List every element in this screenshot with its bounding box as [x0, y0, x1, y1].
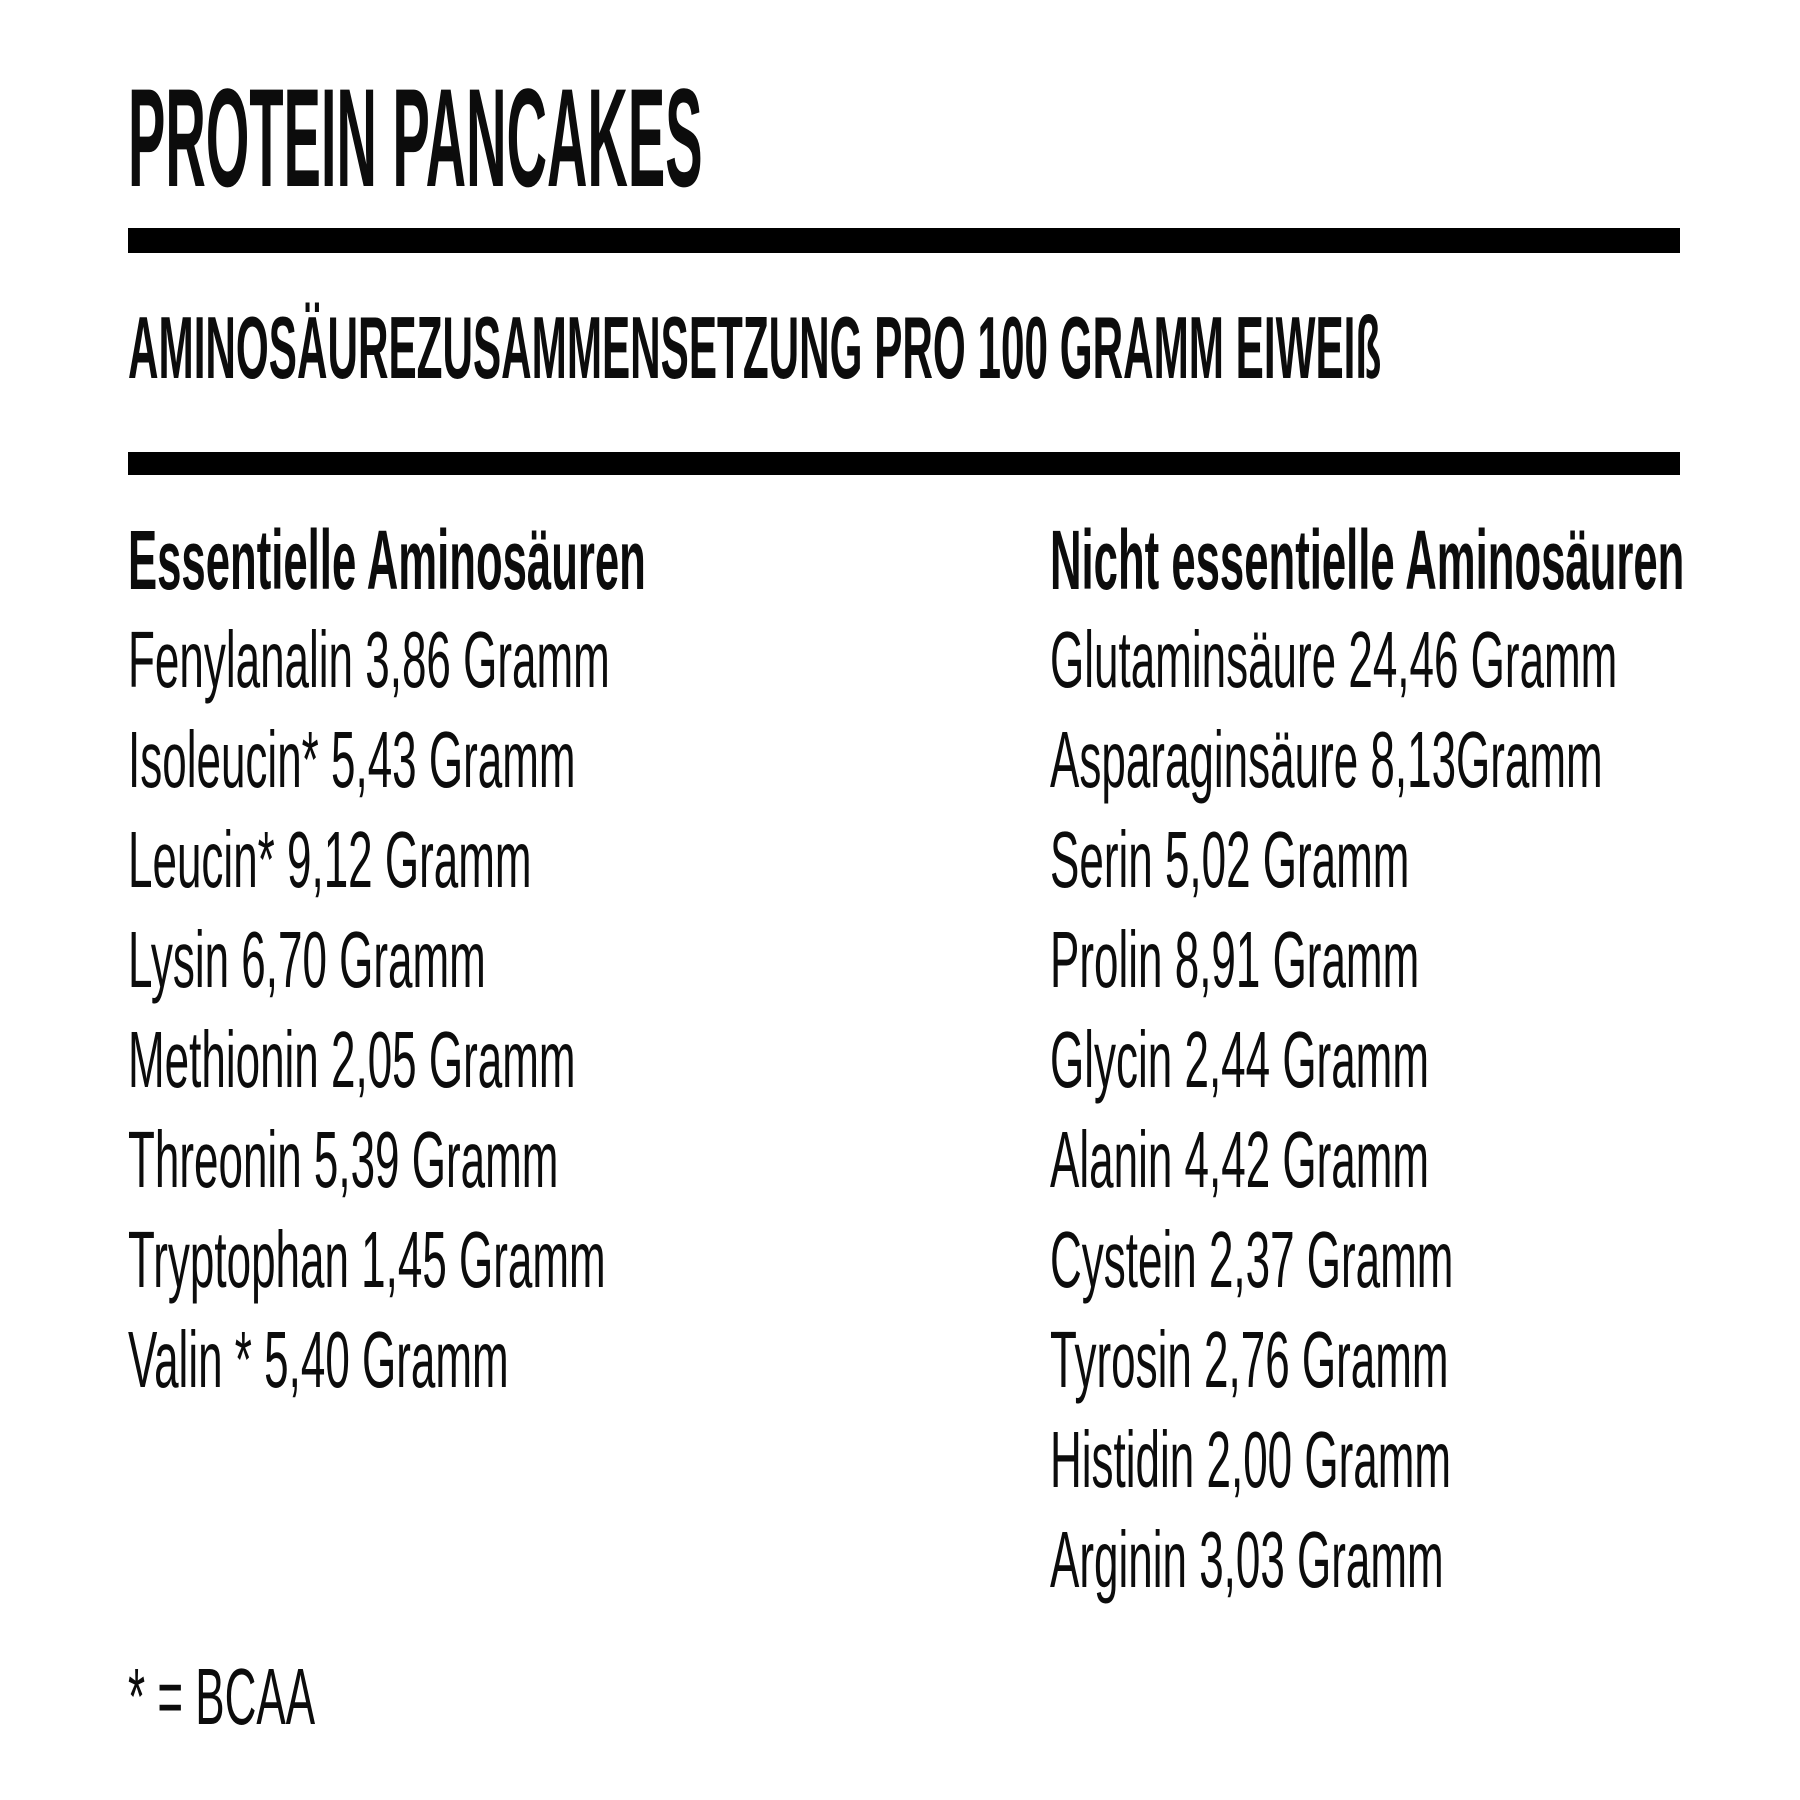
amino-acid-entry: Isoleucin* 5,43 Gramm: [128, 715, 576, 804]
list-item: Tyrosin 2,76 Gramm: [1050, 1310, 1800, 1410]
list-item: Methionin 2,05 Gramm: [128, 1010, 1124, 1110]
list-item: Glutaminsäure 24,46 Gramm: [1050, 610, 1800, 710]
amino-acid-entry: Tryptophan 1,45 Gramm: [128, 1215, 606, 1304]
list-item: Leucin* 9,12 Gramm: [128, 810, 1124, 910]
bcaa-footnote: * = BCAA: [128, 1652, 316, 1741]
list-item: Serin 5,02 Gramm: [1050, 810, 1800, 910]
amino-acid-entry: Methionin 2,05 Gramm: [128, 1015, 576, 1104]
amino-acid-entry: Asparaginsäure 8,13Gramm: [1050, 715, 1603, 804]
amino-acid-entry: Valin * 5,40 Gramm: [128, 1315, 509, 1404]
page-subtitle-row: AMINOSÄUREZUSAMMENSETZUNG PRO 100 GRAMM …: [128, 304, 1800, 392]
non-essential-amino-acids-column: Nicht essentielle Aminosäuren Glutaminsä…: [1050, 510, 1800, 1610]
column-header-row: Essentielle Aminosäuren: [128, 510, 1124, 610]
essential-column-header: Essentielle Aminosäuren: [128, 513, 646, 607]
list-item: Glycin 2,44 Gramm: [1050, 1010, 1800, 1110]
list-item: Arginin 3,03 Gramm: [1050, 1510, 1800, 1610]
amino-acid-entry: Prolin 8,91 Gramm: [1050, 915, 1420, 1004]
page-subtitle: AMINOSÄUREZUSAMMENSETZUNG PRO 100 GRAMM …: [128, 298, 1382, 397]
amino-acid-entry: Leucin* 9,12 Gramm: [128, 815, 532, 904]
list-item: Lysin 6,70 Gramm: [128, 910, 1124, 1010]
list-item: Fenylanalin 3,86 Gramm: [128, 610, 1124, 710]
amino-acid-entry: Serin 5,02 Gramm: [1050, 815, 1410, 904]
amino-acid-entry: Fenylanalin 3,86 Gramm: [128, 615, 610, 704]
footnote-row: * = BCAA: [128, 1647, 468, 1747]
divider-bar-bottom: [128, 452, 1680, 475]
amino-acid-entry: Arginin 3,03 Gramm: [1050, 1515, 1444, 1604]
list-item: Threonin 5,39 Gramm: [128, 1110, 1124, 1210]
column-header-row: Nicht essentielle Aminosäuren: [1050, 510, 1800, 610]
amino-acid-entry: Glycin 2,44 Gramm: [1050, 1015, 1429, 1104]
list-item: Histidin 2,00 Gramm: [1050, 1410, 1800, 1510]
list-item: Isoleucin* 5,43 Gramm: [128, 710, 1124, 810]
amino-acid-entry: Tyrosin 2,76 Gramm: [1050, 1315, 1449, 1404]
page-title: PROTEIN PANCAKES: [128, 59, 703, 216]
amino-acid-entry: Glutaminsäure 24,46 Gramm: [1050, 615, 1618, 704]
list-item: Prolin 8,91 Gramm: [1050, 910, 1800, 1010]
amino-acid-entry: Histidin 2,00 Gramm: [1050, 1415, 1452, 1504]
non-essential-column-header: Nicht essentielle Aminosäuren: [1050, 513, 1685, 607]
page-title-row: PROTEIN PANCAKES: [128, 68, 1564, 208]
essential-amino-acids-column: Essentielle Aminosäuren Fenylanalin 3,86…: [128, 510, 1124, 1410]
list-item: Valin * 5,40 Gramm: [128, 1310, 1124, 1410]
list-item: Tryptophan 1,45 Gramm: [128, 1210, 1124, 1310]
list-item: Cystein 2,37 Gramm: [1050, 1210, 1800, 1310]
amino-acid-entry: Threonin 5,39 Gramm: [128, 1115, 559, 1204]
list-item: Asparaginsäure 8,13Gramm: [1050, 710, 1800, 810]
divider-bar-top: [128, 228, 1680, 253]
amino-acid-entry: Alanin 4,42 Gramm: [1050, 1115, 1430, 1204]
amino-acid-entry: Lysin 6,70 Gramm: [128, 915, 486, 1004]
list-item: Alanin 4,42 Gramm: [1050, 1110, 1800, 1210]
amino-acid-entry: Cystein 2,37 Gramm: [1050, 1215, 1454, 1304]
